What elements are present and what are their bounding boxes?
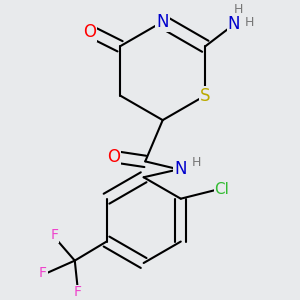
Text: H: H bbox=[245, 16, 254, 29]
Text: F: F bbox=[74, 285, 82, 299]
Text: N: N bbox=[228, 15, 240, 33]
Text: F: F bbox=[39, 266, 47, 280]
Text: O: O bbox=[83, 23, 96, 41]
Text: O: O bbox=[107, 148, 120, 166]
Text: H: H bbox=[234, 3, 243, 16]
Text: S: S bbox=[200, 86, 211, 104]
Text: H: H bbox=[191, 157, 201, 169]
Text: N: N bbox=[157, 13, 169, 31]
Text: Cl: Cl bbox=[214, 182, 230, 197]
Text: F: F bbox=[50, 228, 58, 242]
Text: N: N bbox=[174, 160, 186, 178]
